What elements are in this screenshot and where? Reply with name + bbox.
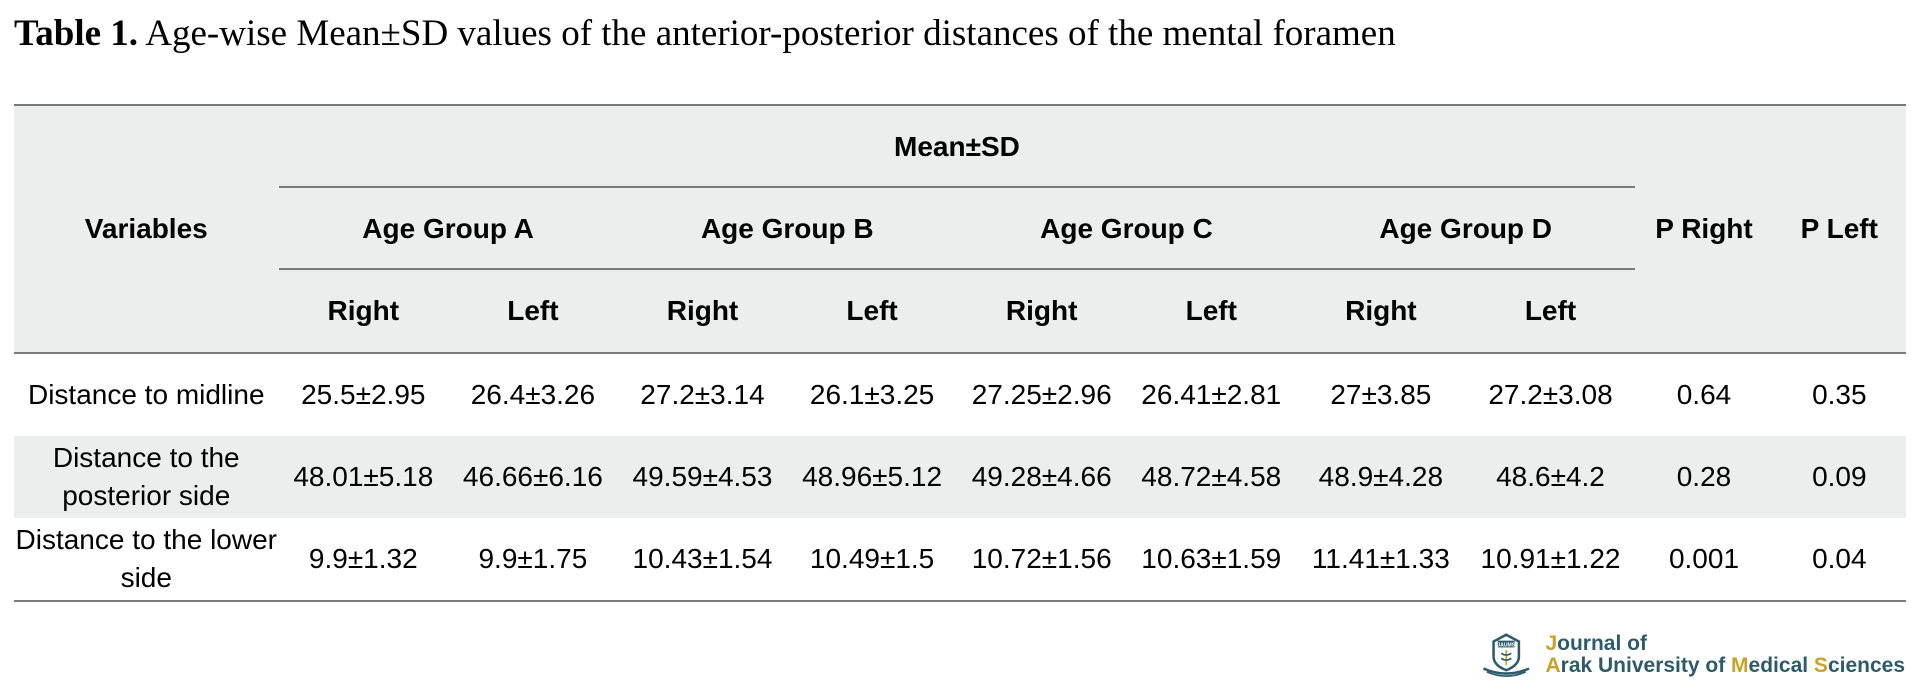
caption-text: Age-wise Mean±SD values of the anterior-… xyxy=(145,13,1396,54)
table-cell: 26.41±2.81 xyxy=(1141,379,1282,410)
table-cell: 10.49±1.5 xyxy=(787,518,957,602)
journal-name-line1: Journal of xyxy=(1545,632,1647,655)
table-cell: 11.41±1.33 xyxy=(1296,518,1466,602)
journal-name: Journal of Arak University of Medical Sc… xyxy=(1545,633,1905,677)
journal-name-line2: Arak University of Medical Sciences xyxy=(1545,654,1905,677)
table-cell: 26.1±3.25 xyxy=(809,379,935,410)
header-c-right: Right xyxy=(956,270,1127,354)
table-cell: 26.4±3.26 xyxy=(470,379,596,410)
header-variables: Variables xyxy=(14,104,279,354)
p-left-cell: 0.35 xyxy=(1812,379,1867,410)
journal-emblem-icon: JAUMS xyxy=(1482,633,1530,677)
p-right-cell: 0.64 xyxy=(1676,379,1732,410)
table-cell: 10.63±1.59 xyxy=(1126,518,1297,602)
header-age-group-a: Age Group A xyxy=(278,188,618,270)
row-variable-label: Distance to the lower side xyxy=(14,518,279,602)
p-right-cell: 0.001 xyxy=(1635,518,1773,602)
header-b-right: Right xyxy=(617,270,788,354)
svg-text:JAUMS: JAUMS xyxy=(1497,643,1515,649)
caption-label: Table 1. xyxy=(14,13,139,54)
table-caption: Table 1. Age-wise Mean±SD values of the … xyxy=(14,10,1396,58)
table-cell: 48.9±4.28 xyxy=(1296,436,1466,518)
table-cell: 48.96±5.12 xyxy=(787,436,957,518)
table-cell: 10.43±1.54 xyxy=(617,518,788,602)
table-cell: 49.28±4.66 xyxy=(956,436,1127,518)
data-table-wrapper: Variables Mean±SD P Right P Left Age Gro… xyxy=(14,104,1906,602)
row-variable-label: Distance to the posterior side xyxy=(14,436,279,518)
table-cell: 10.72±1.56 xyxy=(956,518,1127,602)
table-cell: 46.66±6.16 xyxy=(448,436,618,518)
header-p-left: P Left xyxy=(1772,104,1906,354)
header-a-left: Left xyxy=(448,270,618,354)
p-left-cell: 0.04 xyxy=(1772,518,1906,602)
header-a-right: Right xyxy=(278,270,449,354)
header-age-group-c: Age Group C xyxy=(956,188,1297,270)
table-cell: 27±3.85 xyxy=(1330,379,1432,410)
table-cell: 25.5±2.95 xyxy=(301,379,426,410)
table-cell: 27.25±2.96 xyxy=(971,379,1112,410)
table-cell: 27.2±3.08 xyxy=(1488,379,1613,410)
header-mean-sd: Mean±SD xyxy=(278,104,1636,189)
table-cell: 48.6±4.2 xyxy=(1465,436,1636,518)
table-cell: 48.72±4.58 xyxy=(1126,436,1297,518)
header-age-group-d: Age Group D xyxy=(1296,188,1636,270)
p-right-cell: 0.28 xyxy=(1635,436,1773,518)
header-c-left: Left xyxy=(1126,270,1297,354)
header-p-right: P Right xyxy=(1635,104,1773,354)
row-variable-label: Distance to midline xyxy=(27,379,265,410)
header-d-right: Right xyxy=(1296,270,1466,354)
header-age-group-b: Age Group B xyxy=(617,188,958,270)
table-cell: 9.9±1.32 xyxy=(278,518,449,602)
header-d-left: Left xyxy=(1465,270,1636,354)
table-cell: 48.01±5.18 xyxy=(278,436,449,518)
journal-logo: JAUMS Journal of Arak University of Medi… xyxy=(1475,626,1905,684)
table-row: Distance to midline 25.5±2.95 26.4±3.26 … xyxy=(14,353,1906,436)
table-cell: 9.9±1.75 xyxy=(448,518,618,602)
header-b-left: Left xyxy=(787,270,957,354)
table-cell: 27.2±3.14 xyxy=(640,379,765,410)
p-left-cell: 0.09 xyxy=(1772,436,1906,518)
data-table: Variables Mean±SD P Right P Left Age Gro… xyxy=(14,104,1906,602)
table-cell: 10.91±1.22 xyxy=(1465,518,1636,602)
table-row: Distance to the posterior side 48.01±5.1… xyxy=(14,436,1906,518)
table-row: Distance to the lower side 9.9±1.32 9.9±… xyxy=(14,518,1906,602)
table-cell: 49.59±4.53 xyxy=(617,436,788,518)
